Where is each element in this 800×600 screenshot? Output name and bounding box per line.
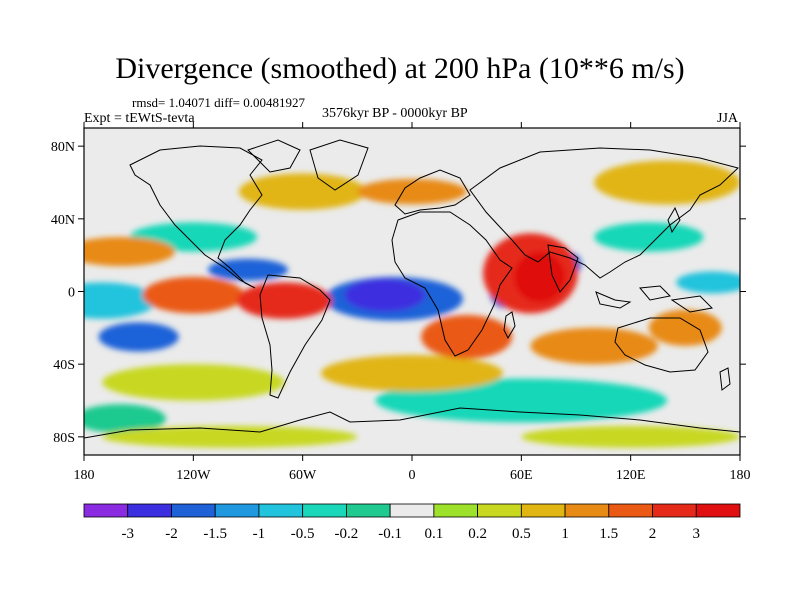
field-feature <box>320 355 504 392</box>
colorbar-label: 0.1 <box>424 526 443 542</box>
field-feature <box>521 425 740 448</box>
field-feature <box>530 327 658 365</box>
x-tick-label: 180 <box>730 468 751 483</box>
colorbar-swatch <box>258 503 304 518</box>
colorbar-label: 0.2 <box>468 526 487 542</box>
colorbar-label: -1 <box>253 526 266 542</box>
field-feature <box>84 236 176 267</box>
experiment-label: Expt = tEWtS-tevta <box>84 111 195 126</box>
colorbar-label: 1.5 <box>599 526 618 542</box>
colorbar: -3 -2 -1.5 -1 -0.5 -0.2 -0.1 0.1 0.2 0.5 1 1.5 2 3 <box>83 503 741 542</box>
colorbar-label: -3 <box>121 526 134 542</box>
field-feature <box>102 364 285 401</box>
colorbar-swatch <box>433 503 479 518</box>
y-tick-label: 80S <box>53 431 75 446</box>
colorbar-swatch <box>652 503 697 518</box>
x-tick-label: 120E <box>616 468 646 483</box>
season-label: JJA <box>717 111 739 126</box>
colorbar-swatch <box>171 503 216 518</box>
colorbar-label: 2 <box>649 526 657 542</box>
stats-label: rmsd= 1.04071 diff= 0.00481927 <box>132 95 305 110</box>
colorbar-label: 3 <box>693 526 701 542</box>
field-feature <box>421 315 513 359</box>
field-feature <box>98 322 179 352</box>
field-feature <box>237 282 332 319</box>
field-feature <box>102 425 358 448</box>
y-tick-label: 0 <box>68 286 75 301</box>
colorbar-label: -0.1 <box>378 526 402 542</box>
colorbar-label: -1.5 <box>203 526 227 542</box>
colorbar-label: -0.2 <box>335 526 359 542</box>
coastlines <box>84 139 740 439</box>
colorbar-swatch <box>127 503 172 518</box>
field-feature <box>84 404 166 434</box>
field-feature <box>238 173 367 210</box>
x-tick-label: 60W <box>289 468 317 483</box>
colorbar-label: -2 <box>165 526 178 542</box>
field-feature <box>142 276 245 314</box>
field-feature <box>676 271 740 294</box>
field-feature <box>594 160 740 205</box>
y-tick-label: 40S <box>53 358 75 373</box>
colorbar-swatch <box>564 503 610 518</box>
period-label: 3576kyr BP - 0000kyr BP <box>322 106 468 121</box>
colorbar-swatch <box>520 503 566 518</box>
colorbar-swatch <box>477 503 522 518</box>
colorbar-swatch <box>345 503 391 518</box>
x-tick-label: 120W <box>176 468 211 483</box>
field-feature <box>207 258 289 281</box>
field-feature <box>357 178 467 205</box>
colorbar-swatch <box>214 503 260 518</box>
field-feature <box>84 282 157 319</box>
colorbar-swatch <box>83 503 129 518</box>
x-tick-label: 180 <box>74 468 95 483</box>
colorbar-swatch <box>608 503 653 518</box>
colorbar-swatch <box>389 503 435 518</box>
colorbar-swatch <box>302 503 347 518</box>
y-tick-label: 40N <box>51 213 75 228</box>
colorbar-swatch <box>695 503 741 518</box>
x-tick-label: 0 <box>409 468 416 483</box>
y-tick-label: 80N <box>51 140 75 155</box>
field-feature <box>344 278 425 312</box>
field-feature <box>514 251 566 303</box>
x-tick-label: 60E <box>510 468 533 483</box>
field-feature <box>648 309 722 347</box>
map-axes: 180 120W 60W 0 60E 120E 180 80N 40N 0 40S 80S <box>51 122 751 483</box>
contour-fields <box>84 160 740 448</box>
colorbar-label: 1 <box>561 526 569 542</box>
colorbar-label: -0.5 <box>291 526 315 542</box>
chart-title: Divergence (smoothed) at 200 hPa (10**6 … <box>115 52 685 85</box>
field-feature <box>594 222 704 252</box>
colorbar-label: 0.5 <box>512 526 531 542</box>
